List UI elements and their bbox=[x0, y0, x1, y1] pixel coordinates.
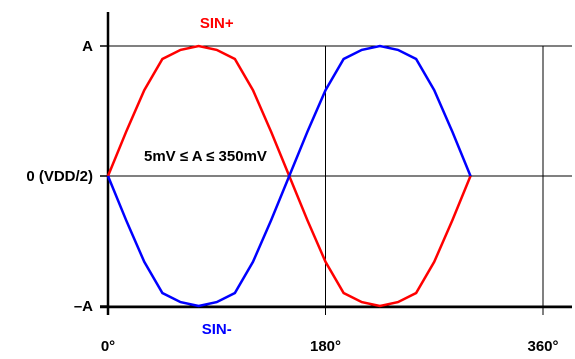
axes bbox=[100, 12, 572, 315]
series-label-sin-minus: SIN- bbox=[202, 321, 232, 338]
labels: A 0 (VDD/2) –A 0° 180° 360° SIN+ SIN- 5mV ≤ A ≤ … bbox=[26, 15, 558, 355]
series-line-sin-minus bbox=[106, 44, 472, 308]
y-tick-label-1: 0 (VDD/2) bbox=[26, 168, 93, 185]
y-tick-label-2: –A bbox=[74, 298, 93, 315]
y-tick-label-0: A bbox=[82, 38, 93, 55]
x-tick-label-1: 180° bbox=[310, 338, 341, 355]
x-tick-label-2: 360° bbox=[527, 338, 558, 355]
x-tick-label-0: 0° bbox=[101, 338, 115, 355]
plot-area bbox=[106, 44, 472, 308]
annotation-amplitude-range: 5mV ≤ A ≤ 350mV bbox=[144, 148, 267, 165]
grid-lines bbox=[108, 45, 572, 315]
series-label-sin-plus: SIN+ bbox=[200, 15, 234, 32]
